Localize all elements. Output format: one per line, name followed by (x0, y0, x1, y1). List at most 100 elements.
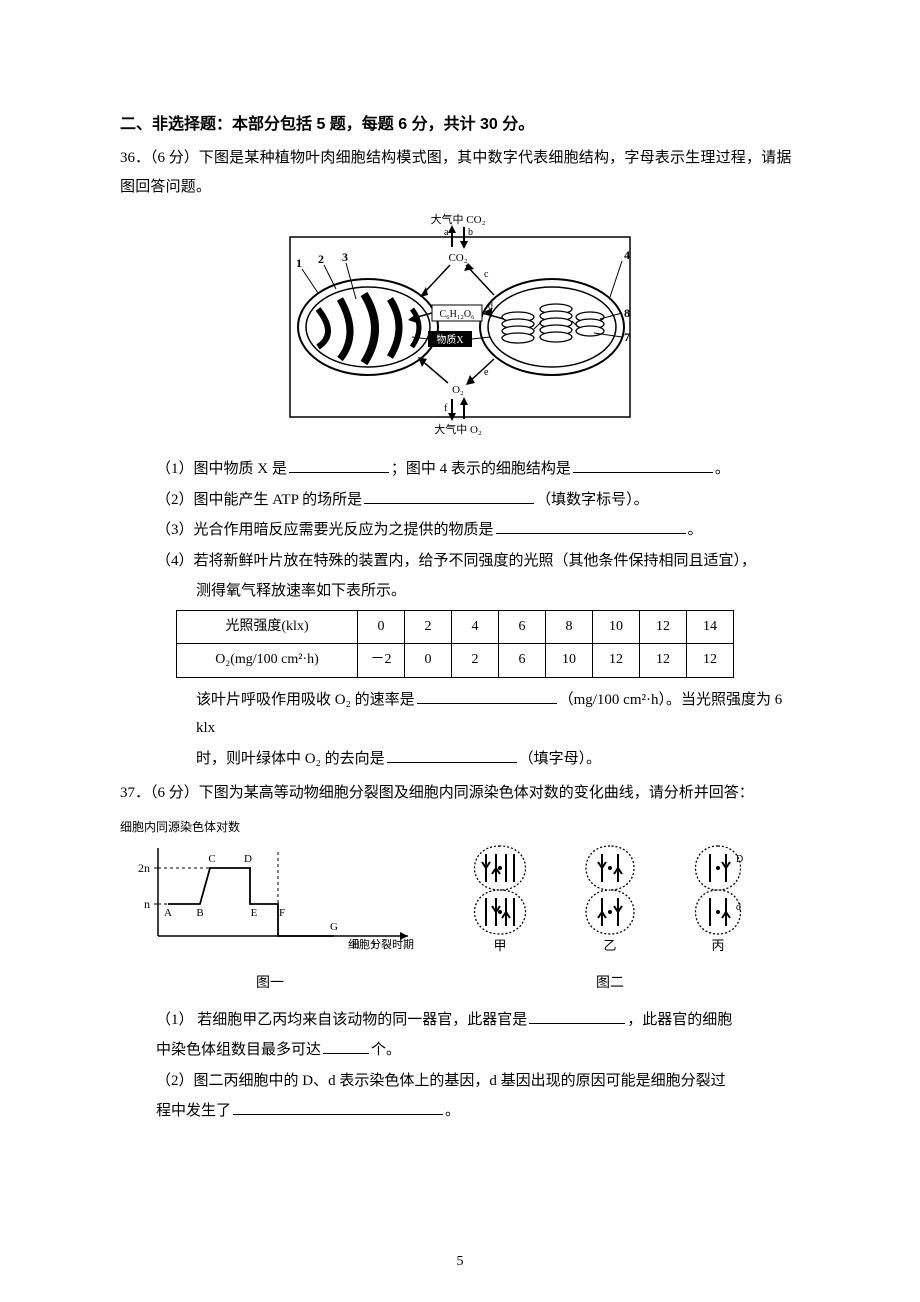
q36-sub2-pre: （2）图中能产生 ATP 的场所是 (156, 492, 362, 508)
q37-sub2a: （2）图二丙细胞中的 D、d 表示染色体上的基因，d 基因出现的原因可能是细胞分… (120, 1067, 800, 1096)
table-header: O₂(mg/100 cm²·h) (177, 644, 358, 678)
q37-sub1: （1） 若细胞甲乙丙均来自该动物的同一器官，此器官是 ，此器官的细胞 (120, 1006, 800, 1035)
table-cell: 12 (640, 644, 687, 678)
q36-sub3-pre: （3）光合作用暗反应需要光反应为之提供的物质是 (156, 522, 494, 538)
blank[interactable] (387, 745, 517, 763)
table-cell: 4 (452, 610, 499, 644)
arrow-a: a (444, 227, 449, 238)
cells-caption: 图二 (450, 969, 770, 996)
q36-sub4a: （4）若将新鲜叶片放在特殊的装置内，给予不同强度的光照（其他条件保持相同且适宜）… (120, 547, 800, 576)
q37-number: 37． (120, 785, 150, 801)
cell-bing-icon: D d (696, 846, 744, 934)
graph-caption: 图一 (120, 969, 420, 996)
q36-table: 光照强度(klx) 0 2 4 6 8 10 12 14 O₂(mg/100 c… (176, 610, 734, 678)
blank[interactable] (496, 517, 686, 535)
num-3: 3 (342, 250, 348, 264)
cells-svg: 甲 乙 (450, 838, 770, 958)
question-36: 36．（6 分）下图是某种植物叶肉细胞结构模式图，其中数字代表细胞结构，字母表示… (120, 144, 800, 773)
label-o2: O₂ (452, 384, 464, 396)
q36-sub4c-pre: 该叶片呼吸作用吸收 O₂ 的速率是 (196, 692, 415, 708)
label-c6: C₆H₁₂O₆ (439, 309, 475, 320)
q36-sub3: （3）光合作用暗反应需要光反应为之提供的物质是 。 (120, 516, 800, 545)
q36-sub2: （2）图中能产生 ATP 的场所是 （填数字标号）。 (120, 486, 800, 515)
num-1: 1 (296, 256, 302, 270)
num-8: 8 (624, 306, 630, 320)
table-cell: 10 (546, 644, 593, 678)
blank[interactable] (233, 1098, 443, 1116)
blank[interactable] (417, 686, 557, 704)
blank[interactable] (529, 1006, 625, 1024)
label-top-co2: 大气中 CO₂ (431, 212, 486, 226)
pt-C: C (208, 853, 215, 865)
table-cell: 6 (499, 644, 546, 678)
arrow-b: b (468, 227, 473, 238)
table-cell: 12 (593, 644, 640, 678)
blank[interactable] (364, 486, 534, 504)
q37-stem-text: 下图为某高等动物细胞分裂图及细胞内同源染色体对数的变化曲线，请分析并回答： (199, 785, 754, 801)
table-header: 光照强度(klx) (177, 610, 358, 644)
q36-sub4d-pre: 时，则叶绿体中 O₂ 的去向是 (196, 751, 385, 767)
table-cell: 8 (546, 610, 593, 644)
q36-sub4b: 测得氧气释放速率如下表所示。 (120, 577, 800, 606)
label-x: 物质X (436, 333, 464, 346)
q37-sub1-mid: ，此器官的细胞 (627, 1012, 732, 1028)
table-cell: 14 (687, 610, 734, 644)
q37-stem: 37．（6 分）下图为某高等动物细胞分裂图及细胞内同源染色体对数的变化曲线，请分… (120, 779, 800, 808)
section-header: 二、非选择题：本部分包括 5 题，每题 6 分，共计 30 分。 (120, 110, 800, 134)
q37-sub1-pre: （1） 若细胞甲乙丙均来自该动物的同一器官，此器官是 (156, 1012, 527, 1028)
table-cell: 0 (405, 644, 452, 678)
period: 。 (688, 522, 703, 538)
blank[interactable] (289, 456, 389, 474)
q36-sub2-end: （填数字标号）。 (536, 492, 649, 508)
table-row: 光照强度(klx) 0 2 4 6 8 10 12 14 (177, 610, 734, 644)
q37-sub1b-end: 个。 (371, 1042, 401, 1058)
period: 。 (445, 1103, 460, 1119)
pt-D: D (244, 853, 252, 865)
table-cell: －2 (358, 644, 405, 678)
table-cell: 2 (405, 610, 452, 644)
blank[interactable] (323, 1037, 369, 1055)
cell-label-jia: 甲 (493, 938, 506, 953)
q37-graph: 细胞内同源染色体对数 2n n (120, 816, 420, 996)
pt-E: E (251, 907, 258, 919)
gene-d: d (736, 902, 741, 913)
q36-figure: 大气中 CO₂ a b CO₂ (120, 209, 800, 439)
q36-sub4d-end: （填字母）。 (519, 751, 602, 767)
cell-label-yi: 乙 (603, 938, 616, 953)
table-cell: 12 (687, 644, 734, 678)
q37-cells: 甲 乙 (450, 838, 770, 995)
blank[interactable] (573, 456, 713, 474)
q36-points: （6 分） (150, 150, 199, 166)
q37-figures: 细胞内同源染色体对数 2n n (120, 816, 800, 996)
label-bottom-o2: 大气中 O₂ (434, 422, 482, 436)
ytick-2n: 2n (138, 861, 150, 875)
graph-y-title: 细胞内同源染色体对数 (120, 816, 420, 839)
arrow-e: e (484, 367, 489, 378)
table-cell: 6 (499, 610, 546, 644)
q36-stem-text: 下图是某种植物叶肉细胞结构模式图，其中数字代表细胞结构，字母表示生理过程，请据图… (120, 150, 792, 195)
q37-sub2b-pre: 程中发生了 (156, 1103, 231, 1119)
table-row: O₂(mg/100 cm²·h) －2 0 2 6 10 12 12 12 (177, 644, 734, 678)
cell-jia-icon (475, 846, 526, 934)
graph-svg: 2n n A B C D E F G (120, 838, 420, 958)
arrow-d: d (488, 301, 493, 312)
q37-sub1b: 中染色体组数目最多可达个。 (120, 1036, 800, 1065)
num-4: 4 (624, 248, 630, 262)
num-7: 7 (624, 330, 630, 344)
period: 。 (715, 461, 730, 477)
pt-A: A (164, 907, 172, 919)
cell-label-bing: 丙 (711, 938, 724, 953)
q36-sub4c: 该叶片呼吸作用吸收 O₂ 的速率是（mg/100 cm²·h）。当光照强度为 6… (120, 686, 800, 743)
q36-sub1-mid: ；图中 4 表示的细胞结构是 (391, 461, 571, 477)
q36-number: 36． (120, 150, 150, 166)
page: 二、非选择题：本部分包括 5 题，每题 6 分，共计 30 分。 36．（6 分… (0, 0, 920, 1302)
gene-D: D (736, 854, 743, 865)
table-cell: 12 (640, 610, 687, 644)
q36-stem: 36．（6 分）下图是某种植物叶肉细胞结构模式图，其中数字代表细胞结构，字母表示… (120, 144, 800, 201)
ytick-n: n (144, 897, 150, 911)
pt-G: G (330, 921, 338, 933)
pt-B: B (196, 907, 203, 919)
q37-points: （6 分） (150, 785, 199, 801)
num-2: 2 (318, 252, 324, 266)
table-cell: 0 (358, 610, 405, 644)
